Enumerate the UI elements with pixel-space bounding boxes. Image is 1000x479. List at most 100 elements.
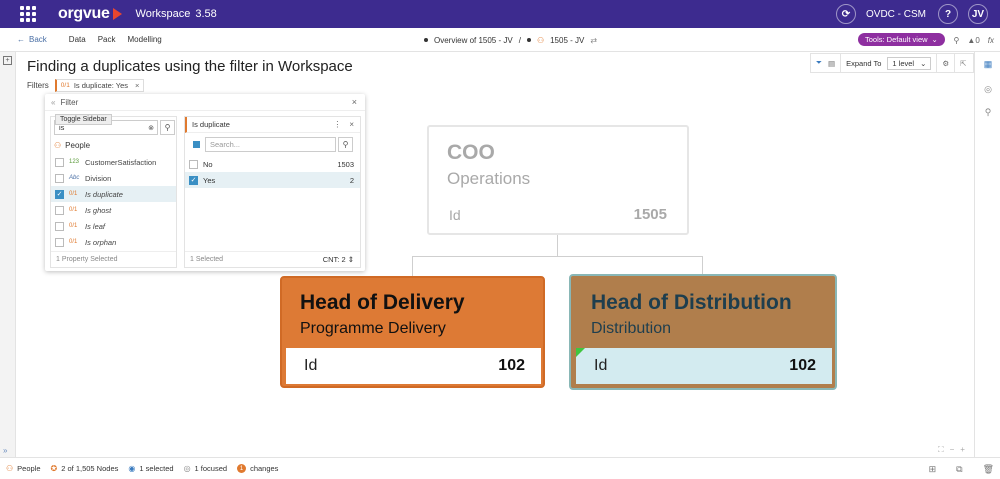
export-icon[interactable]: ⇱ — [960, 58, 967, 68]
help-button[interactable]: ? — [938, 4, 958, 24]
checkbox-checked[interactable]: ✓ — [55, 189, 64, 199]
dataset-indicator[interactable]: ⚇ People — [6, 464, 41, 473]
orgvue-logo[interactable]: orgvue — [58, 5, 122, 23]
checkbox[interactable] — [55, 173, 64, 183]
property-label: Is orphan — [85, 237, 117, 247]
refresh-icon[interactable]: ⇄ — [590, 35, 598, 45]
property-division[interactable]: Abc Division — [51, 170, 176, 186]
group-label: People — [65, 141, 91, 150]
value-column: Is duplicate ⋮ × Search... ⚲ No 1503 ✓ Y… — [184, 116, 361, 268]
search-icon[interactable]: ⚲ — [160, 120, 175, 135]
property-column: is ⊗ ⚲ ⚇ People 123 CustomerSatisfaction… — [50, 116, 177, 268]
page-title: Finding a duplicates using the filter in… — [27, 58, 353, 75]
comment-icon[interactable]: ▤ — [828, 58, 836, 68]
remove-filter-icon[interactable]: × — [135, 81, 140, 90]
circle-icon[interactable]: ◎ — [984, 83, 992, 94]
value-row-no[interactable]: No 1503 — [185, 156, 360, 172]
checkbox[interactable] — [55, 157, 64, 167]
left-sidebar-strip: + » — [0, 52, 16, 457]
focused-indicator[interactable]: ◎ 1 focused — [184, 464, 228, 473]
value-row-yes[interactable]: ✓ Yes 2 — [185, 172, 360, 188]
checkbox[interactable] — [189, 159, 198, 169]
property-label: Is leaf — [85, 221, 106, 231]
user-avatar[interactable]: JV — [968, 4, 988, 24]
level-select[interactable]: 1 level ⌄ — [887, 56, 932, 70]
more-options-icon[interactable]: ⋮ — [333, 120, 342, 129]
nav-bar: ← Back Data Pack Modelling Overview of 1… — [0, 28, 1000, 52]
close-icon[interactable]: × — [349, 120, 354, 129]
network-icon[interactable]: ⚙ — [937, 53, 956, 73]
node-head-of-distribution[interactable]: Head of Distribution Distribution Id 102 — [569, 274, 837, 390]
app-grid-icon[interactable] — [18, 4, 38, 24]
value-count: 2 — [349, 175, 354, 185]
trash-icon[interactable]: 🗑 — [982, 463, 994, 474]
workspace-version: 3.58 — [195, 8, 217, 20]
sync-icon[interactable]: ⟳ — [836, 4, 856, 24]
node-coo[interactable]: COO Operations Id 1505 — [427, 125, 689, 235]
person-icon: ⚇ — [54, 141, 62, 150]
search-icon[interactable]: ⚲ — [984, 106, 992, 117]
value-count: 1503 — [337, 159, 354, 169]
alerts-indicator[interactable]: ▲0 — [967, 35, 980, 45]
clear-icon[interactable]: ⊗ — [148, 125, 154, 132]
menu-data[interactable]: Data — [68, 35, 86, 44]
filter-icon[interactable]: ⏷ — [816, 58, 822, 67]
expand-to-group: Expand To 1 level ⌄ — [841, 53, 938, 73]
value-search-input[interactable]: Search... — [205, 137, 336, 152]
breadcrumb-view[interactable]: 1505 - JV — [550, 35, 585, 45]
fx-button[interactable]: fx — [987, 35, 994, 45]
property-is-orphan[interactable]: 0/1 Is orphan — [51, 234, 176, 250]
breadcrumb-overview[interactable]: Overview of 1505 - JV — [434, 35, 513, 45]
dataset-label: People — [17, 464, 41, 473]
pin-icon[interactable]: ⚲ — [953, 35, 960, 45]
bullet-icon — [424, 38, 428, 42]
add-view-icon[interactable]: ⊞ — [928, 463, 937, 474]
copy-icon[interactable]: ⧉ — [956, 463, 963, 474]
filter-tools: ⏷ ▤ — [811, 53, 842, 73]
checkbox[interactable] — [55, 221, 64, 231]
group-people[interactable]: ⚇ People — [54, 141, 90, 150]
zoom-in-icon[interactable]: + — [960, 445, 965, 454]
property-is-ghost[interactable]: 0/1 Is ghost — [51, 202, 176, 218]
changes-indicator[interactable]: 1 changes — [237, 464, 278, 473]
toggle-sidebar-icon[interactable]: « — [51, 97, 56, 107]
property-label: CustomerSatisfaction — [85, 157, 157, 167]
fit-screen-icon[interactable]: ⛶ — [938, 445, 944, 454]
menu-pack[interactable]: Pack — [97, 35, 116, 44]
add-icon[interactable]: + — [3, 56, 12, 65]
focused-icon: ◎ — [183, 464, 191, 473]
checkbox[interactable] — [55, 237, 64, 247]
node-id-label: Id — [304, 357, 318, 374]
node-head-of-delivery[interactable]: Head of Delivery Programme Delivery Id 1… — [280, 276, 545, 388]
selected-indicator[interactable]: ◉ 1 selected — [128, 464, 173, 473]
expand-sidebar-icon[interactable]: » — [3, 446, 8, 455]
select-all-toggle[interactable] — [193, 141, 200, 148]
checkbox-checked[interactable]: ✓ — [189, 175, 198, 185]
nodes-indicator[interactable]: ✪ 2 of 1,505 Nodes — [51, 464, 119, 473]
value-column-title: Is duplicate — [192, 120, 230, 129]
node-id-value: 102 — [498, 357, 525, 374]
aggregate-select[interactable]: CNT: 2 ⇕ — [323, 255, 354, 264]
focus-marker-icon — [576, 348, 585, 357]
close-icon[interactable]: × — [351, 97, 357, 107]
search-icon[interactable]: ⚲ — [338, 137, 353, 152]
value-label: Yes — [203, 175, 216, 185]
filter-chip-is-duplicate[interactable]: 0/1 Is duplicate: Yes × — [54, 79, 145, 92]
tools-dropdown[interactable]: Tools: Default view ⌄ — [858, 33, 945, 46]
search-placeholder: Search... — [210, 140, 241, 149]
checkbox[interactable] — [55, 205, 64, 215]
search-value: is — [59, 123, 65, 132]
filters-row: Filters 0/1 Is duplicate: Yes × — [27, 79, 145, 92]
panel-icon[interactable]: ▦ — [983, 58, 993, 69]
menu-modelling[interactable]: Modelling — [127, 35, 162, 44]
zoom-out-icon[interactable]: − — [949, 445, 955, 454]
property-selection-count: 1 Property Selected — [51, 251, 176, 267]
property-customer-satisfaction[interactable]: 123 CustomerSatisfaction — [51, 154, 176, 170]
property-is-leaf[interactable]: 0/1 Is leaf — [51, 218, 176, 234]
back-button[interactable]: ← Back — [17, 35, 47, 44]
org-name[interactable]: OVDC - CSM — [866, 8, 926, 20]
property-label: Is ghost — [85, 205, 112, 215]
property-label: Is duplicate — [85, 189, 123, 199]
expand-to-label: Expand To — [846, 58, 882, 68]
property-is-duplicate[interactable]: ✓ 0/1 Is duplicate — [51, 186, 176, 202]
